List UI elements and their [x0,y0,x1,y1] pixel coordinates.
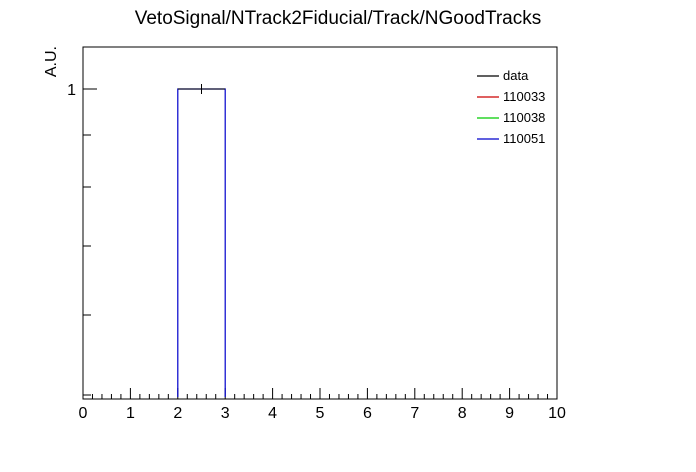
legend-label-110033: 110033 [503,89,545,104]
data-error-bars [177,84,226,94]
x-tick-label: 2 [173,405,182,422]
x-tick-label: 6 [363,405,372,422]
legend-label-data: data [503,68,529,83]
x-tick-label: 10 [548,405,566,422]
x-tick-label: 8 [458,405,467,422]
plot-frame [82,46,558,400]
x-tick-label: 0 [79,405,88,422]
x-axis: 0 1 2 3 4 5 6 7 8 9 10 [79,388,566,422]
x-tick-label: 3 [221,405,230,422]
y-axis-label: A.U. [43,46,60,77]
legend-label-110051: 110051 [503,131,545,146]
x-tick-label: 4 [268,405,277,422]
x-tick-label: 9 [505,405,514,422]
y-axis: 1 [67,82,97,396]
x-tick-label: 7 [410,405,419,422]
histogram-bar-110051 [177,88,226,397]
chart-title: VetoSignal/NTrack2Fiducial/Track/NGoodTr… [135,8,542,29]
x-tick-label: 5 [316,405,325,422]
histogram-bars [177,88,226,397]
legend-label-110038: 110038 [503,110,545,125]
legend: data 110033 110038 110051 [477,68,545,146]
x-tick-label: 1 [126,405,135,422]
y-tick-label: 1 [67,82,76,99]
